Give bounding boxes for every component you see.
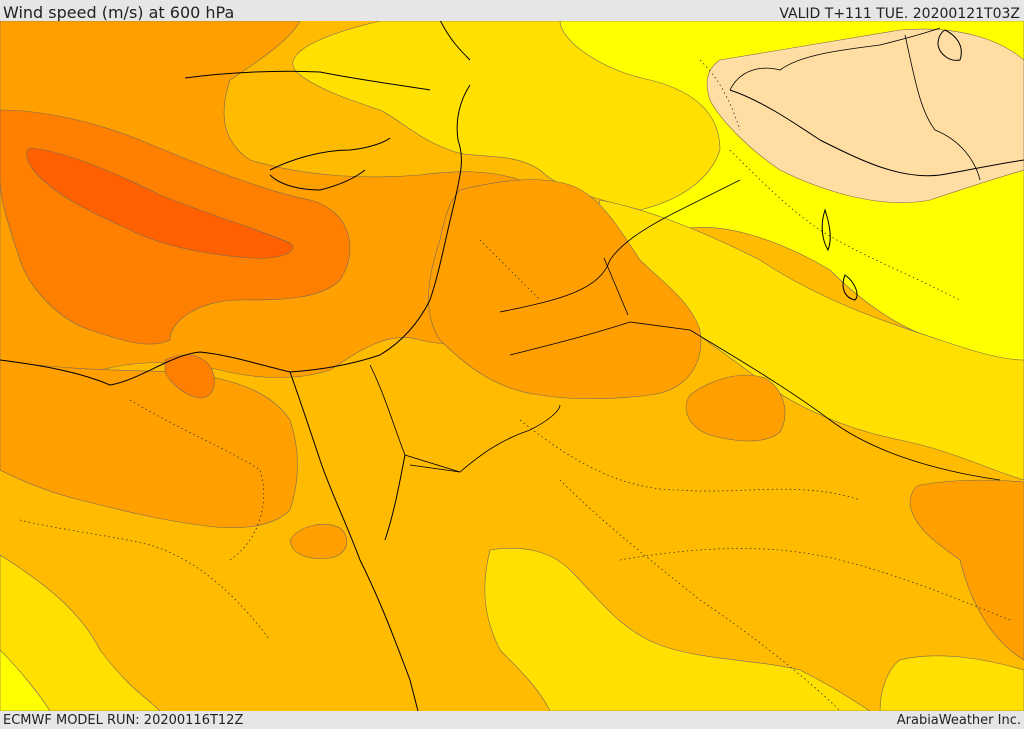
coastlines [0, 21, 1024, 711]
red-orange-jet-core [26, 147, 293, 259]
map-title: Wind speed (m/s) at 600 hPa [3, 3, 235, 22]
wind-speed-map[interactable] [0, 21, 1024, 711]
admin-boundaries [19, 59, 1011, 711]
header-bar: Wind speed (m/s) at 600 hPa VALID T+111 … [0, 0, 1024, 22]
orange-band-levant [428, 179, 702, 400]
valid-time: VALID T+111 TUE. 20200121T03Z [779, 6, 1020, 22]
credit: ArabiaWeather Inc. [896, 713, 1021, 728]
yellow-band-southwest [0, 649, 51, 711]
footer-bar: ECMWF MODEL RUN: 20200116T12Z ArabiaWeat… [0, 711, 1024, 729]
orange-band-east-edge [909, 479, 1024, 661]
gold-band-southeast [879, 655, 1024, 711]
orange-band-red-sea [289, 524, 348, 559]
light-band-northeast [706, 28, 1024, 203]
model-run: ECMWF MODEL RUN: 20200116T12Z [3, 713, 244, 728]
gold-band-north [292, 21, 721, 211]
dark-orange-patch-delta [164, 354, 215, 399]
country-borders [369, 27, 1001, 481]
gold-band-southwest [0, 554, 161, 711]
gold-band-south-central [484, 547, 871, 711]
orange-band-iraq [685, 374, 786, 442]
orange-band-egypt [0, 359, 298, 529]
